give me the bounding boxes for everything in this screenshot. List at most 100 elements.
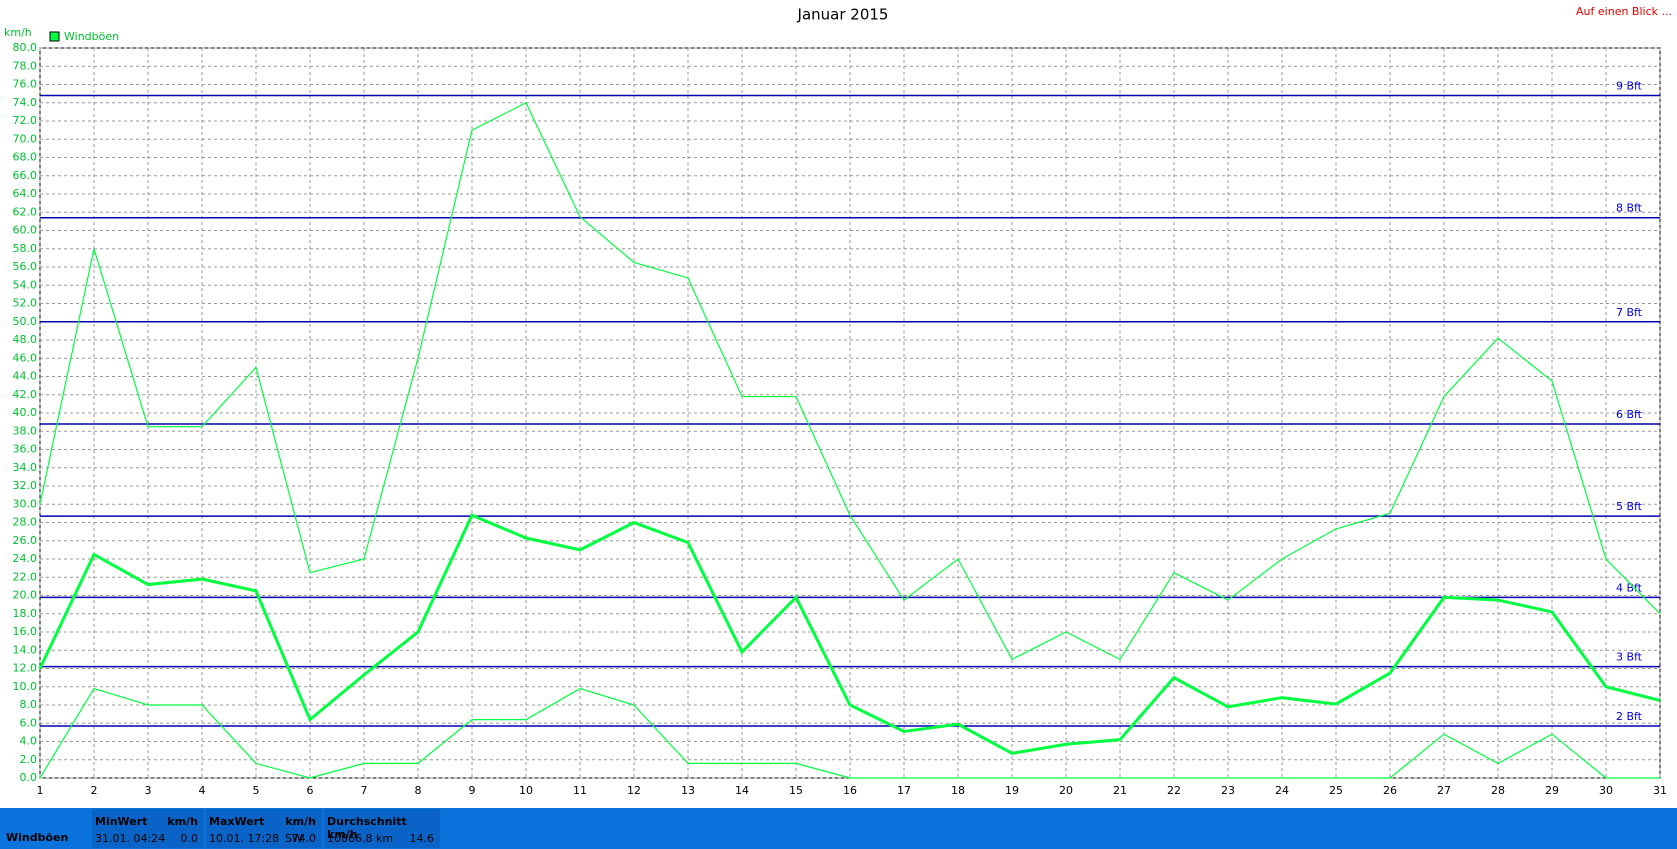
x-tick-label: 19 <box>1005 784 1019 797</box>
y-tick-label: 48.0 <box>13 333 38 346</box>
x-tick-label: 15 <box>789 784 803 797</box>
stat-value: 74.0 <box>291 832 317 845</box>
y-tick-label: 30.0 <box>13 497 38 510</box>
x-tick-label: 30 <box>1599 784 1613 797</box>
beaufort-label: 4 Bft <box>1616 581 1643 594</box>
y-tick-label: 60.0 <box>13 224 38 237</box>
x-tick-label: 18 <box>951 784 965 797</box>
x-tick-label: 7 <box>361 784 368 797</box>
y-tick-label: 34.0 <box>13 461 38 474</box>
stat-cell: MinWert km/h 31.01. 04:24 0.0 <box>92 809 204 848</box>
x-tick-label: 2 <box>91 784 98 797</box>
x-tick-label: 22 <box>1167 784 1181 797</box>
beaufort-label: 5 Bft <box>1616 500 1643 513</box>
stat-title: MinWert <box>95 815 148 828</box>
y-tick-label: 24.0 <box>13 552 38 565</box>
x-tick-label: 26 <box>1383 784 1397 797</box>
y-tick-label: 80.0 <box>13 41 38 54</box>
x-tick-label: 14 <box>735 784 749 797</box>
y-tick-label: 66.0 <box>13 169 38 182</box>
y-tick-label: 50.0 <box>13 315 38 328</box>
x-tick-label: 25 <box>1329 784 1343 797</box>
stat-cell: Durchschnitt km/h 10866.8 km 14.6 <box>324 809 440 848</box>
y-tick-label: 18.0 <box>13 607 38 620</box>
x-tick-label: 27 <box>1437 784 1451 797</box>
chart: Januar 2015 Auf einen Blick ... km/h Win… <box>4 5 1672 797</box>
chart-title: Januar 2015 <box>797 6 889 24</box>
x-tick-label: 6 <box>307 784 314 797</box>
stat-title: MaxWert <box>209 815 265 828</box>
beaufort-label: 2 Bft <box>1616 710 1643 723</box>
y-tick-label: 10.0 <box>13 680 38 693</box>
legend-label: Windböen <box>64 30 119 43</box>
x-tick-label: 23 <box>1221 784 1235 797</box>
data-line <box>38 513 1661 755</box>
beaufort-label: 3 Bft <box>1616 651 1643 664</box>
x-tick-label: 24 <box>1275 784 1289 797</box>
y-tick-label: 36.0 <box>13 443 38 456</box>
x-tick-label: 12 <box>627 784 641 797</box>
y-tick-label: 72.0 <box>13 114 38 127</box>
beaufort-label: 8 Bft <box>1616 202 1643 215</box>
x-tick-label: 17 <box>897 784 911 797</box>
x-tick-label: 20 <box>1059 784 1073 797</box>
y-tick-label: 12.0 <box>13 662 38 675</box>
y-tick-label: 68.0 <box>13 151 38 164</box>
x-tick-label: 31 <box>1653 784 1667 797</box>
y-tick-label: 56.0 <box>13 260 38 273</box>
y-axis-label: km/h <box>4 26 32 39</box>
stat-date: 10866.8 km <box>327 832 394 845</box>
y-tick-label: 8.0 <box>20 698 38 711</box>
stat-date: 10.01. 17:28 <box>209 832 280 845</box>
y-tick-label: 42.0 <box>13 388 38 401</box>
x-tick-label: 29 <box>1545 784 1559 797</box>
x-tick-label: 1 <box>37 784 44 797</box>
y-tick-label: 40.0 <box>13 406 38 419</box>
x-tick-label: 4 <box>199 784 206 797</box>
x-tick-label: 9 <box>469 784 476 797</box>
footer-label: Windböen <box>6 831 69 844</box>
stat-date: 31.01. 04:24 <box>95 832 166 845</box>
footer-label-cell: Windböen <box>0 809 90 848</box>
stat-value: 14.6 <box>409 832 435 845</box>
y-tick-label: 64.0 <box>13 187 38 200</box>
y-tick-label: 74.0 <box>13 96 38 109</box>
y-tick-label: 0.0 <box>20 771 38 784</box>
y-tick-label: 58.0 <box>13 242 38 255</box>
y-tick-label: 2.0 <box>20 753 38 766</box>
x-tick-label: 21 <box>1113 784 1127 797</box>
beaufort-label: 7 Bft <box>1616 306 1643 319</box>
stat-title: Durchschnitt km/h <box>327 815 407 841</box>
beaufort-label: 6 Bft <box>1616 408 1643 421</box>
y-tick-label: 70.0 <box>13 132 38 145</box>
y-tick-label: 16.0 <box>13 625 38 638</box>
data-line <box>39 687 1660 779</box>
y-tick-label: 62.0 <box>13 205 38 218</box>
x-tick-label: 28 <box>1491 784 1505 797</box>
overview-link[interactable]: Auf einen Blick ... <box>1576 5 1672 18</box>
y-tick-label: 28.0 <box>13 516 38 529</box>
x-tick-label: 16 <box>843 784 857 797</box>
x-tick-label: 10 <box>519 784 533 797</box>
stat-unit: km/h <box>167 815 198 828</box>
y-tick-label: 46.0 <box>13 351 38 364</box>
x-tick-label: 8 <box>415 784 422 797</box>
y-tick-label: 78.0 <box>13 59 38 72</box>
y-tick-label: 54.0 <box>13 278 38 291</box>
data-line <box>39 101 1661 661</box>
x-tick-label: 11 <box>573 784 587 797</box>
y-tick-label: 22.0 <box>13 570 38 583</box>
footer: Windböen MinWert km/h 31.01. 04:24 0.0 M… <box>0 808 1677 849</box>
y-tick-label: 52.0 <box>13 297 38 310</box>
stat-cell: MaxWert km/h 10.01. 17:28 SW 74.0 <box>206 809 322 848</box>
x-tick-label: 13 <box>681 784 695 797</box>
y-tick-label: 38.0 <box>13 424 38 437</box>
y-tick-label: 20.0 <box>13 589 38 602</box>
stat-value: 0.0 <box>180 832 199 845</box>
y-tick-label: 14.0 <box>13 643 38 656</box>
stat-unit: km/h <box>285 815 316 828</box>
x-tick-label: 5 <box>253 784 260 797</box>
y-tick-label: 76.0 <box>13 78 38 91</box>
stat-direction: SW <box>285 832 303 845</box>
